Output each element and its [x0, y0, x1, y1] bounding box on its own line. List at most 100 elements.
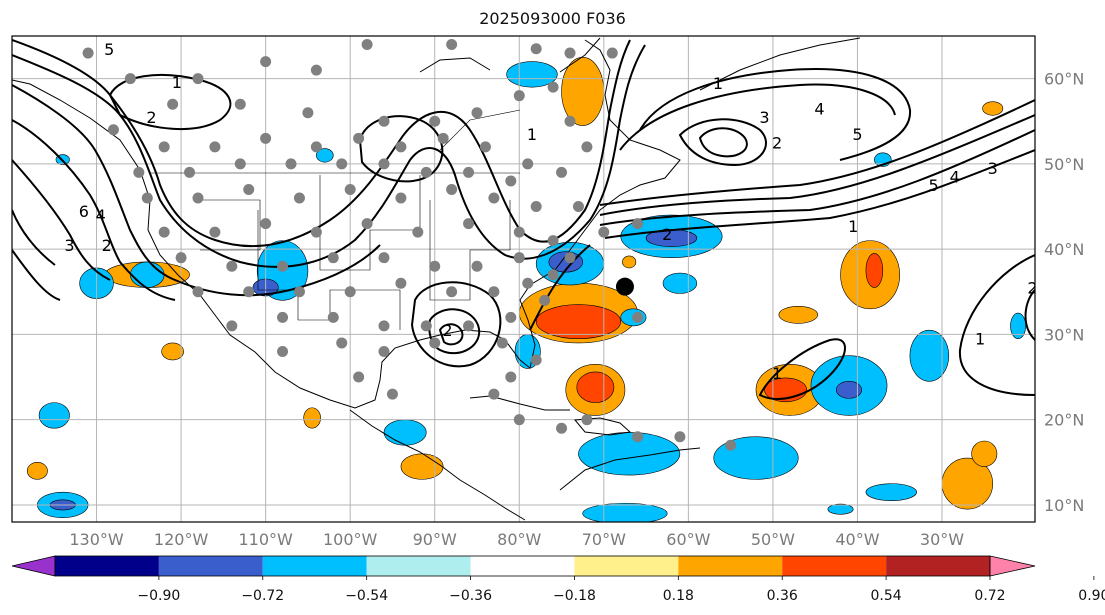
- anomaly-region: [778, 305, 819, 324]
- anomaly-region: [400, 453, 444, 480]
- anomaly-region: [982, 101, 1004, 116]
- lon-tick-label: 120°W: [154, 530, 209, 549]
- colorbar-swatch: [470, 556, 575, 576]
- storm-center-marker[interactable]: [615, 277, 634, 296]
- station-point: [124, 73, 136, 85]
- lon-tick-label: 100°W: [323, 530, 378, 549]
- station-point: [513, 414, 525, 426]
- anomaly-region: [622, 255, 637, 269]
- lon-tick-label: 90°W: [413, 530, 457, 549]
- station-point: [632, 311, 644, 323]
- contour-label: 2: [442, 321, 452, 340]
- station-point: [310, 226, 322, 238]
- station-point: [310, 64, 322, 76]
- station-point: [175, 252, 187, 264]
- station-point: [260, 56, 272, 68]
- station-point: [395, 192, 407, 204]
- station-point: [361, 218, 373, 230]
- station-point: [378, 158, 390, 170]
- station-point: [378, 115, 390, 127]
- station-point: [344, 183, 356, 195]
- station-point: [226, 260, 238, 272]
- station-point: [420, 320, 432, 332]
- contour-label: 1: [172, 73, 182, 92]
- lon-tick-label: 50°W: [751, 530, 795, 549]
- station-point: [378, 320, 390, 332]
- colorbar-tick-label: −0.36: [449, 588, 492, 604]
- colorbar-extend-high: [989, 555, 1036, 577]
- map-title: 2025093000 F036: [479, 9, 626, 28]
- colorbar-extend-low: [11, 555, 56, 577]
- station-point: [192, 192, 204, 204]
- colorbar-outline: [54, 555, 991, 577]
- station-point: [463, 218, 475, 230]
- station-point: [488, 286, 500, 298]
- station-point: [107, 124, 119, 136]
- station-point: [564, 252, 576, 264]
- station-point: [606, 47, 618, 59]
- station-point: [632, 218, 644, 230]
- station-point: [420, 166, 432, 178]
- station-point: [446, 286, 458, 298]
- station-point: [82, 47, 94, 59]
- station-point: [674, 431, 686, 443]
- station-point: [293, 286, 305, 298]
- anomaly-region: [662, 272, 698, 294]
- station-point: [437, 132, 449, 144]
- station-point: [192, 73, 204, 85]
- contour-label: 1: [848, 217, 858, 236]
- anomaly-region: [865, 483, 917, 501]
- station-point: [530, 43, 542, 55]
- axis-tick-labels: 130°W 120°W 110°W 100°W 90°W 80°W 70°W 60°W 50°W…: [69, 70, 1084, 549]
- station-point: [581, 414, 593, 426]
- colorbar-tick-label: 0.72: [974, 588, 1005, 604]
- contour-label: 4: [950, 168, 960, 187]
- station-point: [572, 201, 584, 213]
- lat-tick-label: 10°N: [1044, 496, 1084, 515]
- station-point: [243, 183, 255, 195]
- colorbar-swatch: [366, 556, 471, 576]
- station-point: [344, 286, 356, 298]
- station-point: [310, 141, 322, 153]
- lon-tick-label: 110°W: [238, 530, 293, 549]
- station-point: [547, 81, 559, 93]
- station-point: [167, 98, 179, 110]
- station-point: [293, 192, 305, 204]
- anomaly-region: [26, 462, 48, 480]
- station-point: [522, 277, 534, 289]
- colorbar-swatch: [678, 556, 783, 576]
- contour-label: 3: [988, 159, 998, 178]
- station-point: [353, 132, 365, 144]
- station-point: [488, 192, 500, 204]
- station-point: [530, 354, 542, 366]
- station-point: [395, 277, 407, 289]
- contour-label: 2: [1027, 279, 1037, 298]
- station-point: [277, 311, 289, 323]
- colorbar-swatch: [262, 556, 367, 576]
- station-point: [564, 115, 576, 127]
- station-point: [234, 158, 246, 170]
- station-point: [277, 345, 289, 357]
- station-point: [530, 201, 542, 213]
- anomaly-region: [909, 329, 950, 382]
- contour-label: 5: [928, 176, 938, 195]
- station-point: [192, 286, 204, 298]
- colorbar-swatch: [574, 556, 679, 576]
- station-point: [471, 107, 483, 119]
- colorbar-swatch: [782, 556, 887, 576]
- lon-tick-label: 130°W: [69, 530, 124, 549]
- station-point: [209, 141, 221, 153]
- contour-label: 5: [852, 125, 862, 144]
- station-point: [539, 294, 551, 306]
- station-point: [386, 388, 398, 400]
- station-point: [505, 371, 517, 383]
- lat-tick-label: 30°N: [1044, 325, 1084, 344]
- station-point: [522, 158, 534, 170]
- station-point: [158, 226, 170, 238]
- lon-tick-label: 60°W: [666, 530, 710, 549]
- colorbar-tick-label: −0.54: [345, 588, 388, 604]
- anomaly-region: [1010, 312, 1026, 339]
- station-point: [412, 226, 424, 238]
